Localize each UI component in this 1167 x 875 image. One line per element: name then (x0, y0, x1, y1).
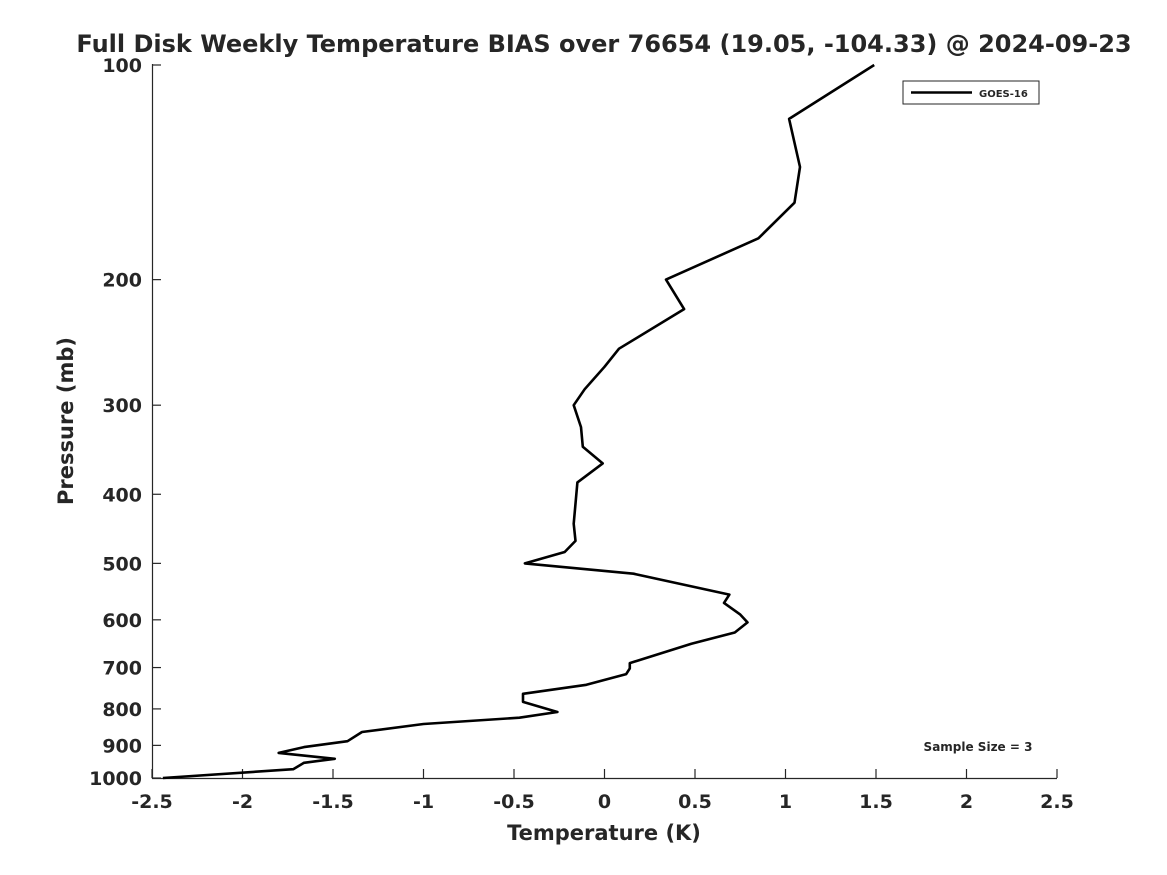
y-tick-label: 500 (102, 553, 142, 575)
y-tick-label: 700 (102, 658, 142, 680)
y-axis-label: Pressure (mb) (54, 337, 78, 505)
x-tick-label: 0.5 (678, 791, 712, 813)
x-ticks: -2.5 -2 -1.5 -1 -0.5 0 0.5 1 1.5 2 2.5 (131, 769, 1074, 813)
y-tick-label: 300 (102, 395, 142, 417)
x-tick-label: -2.5 (131, 791, 173, 813)
x-tick-label: 1.5 (859, 791, 893, 813)
x-tick-label: 0 (598, 791, 611, 813)
x-tick-label: 2 (960, 791, 973, 813)
x-tick-label: 2.5 (1040, 791, 1074, 813)
plot-area (151, 64, 1057, 780)
y-tick-label: 200 (102, 270, 142, 292)
legend-label-goes-16: GOES-16 (979, 89, 1028, 100)
series-layer (162, 63, 875, 780)
x-axis-label: Temperature (K) (507, 821, 701, 845)
y-tick-label: 600 (102, 610, 142, 632)
series-line-goes-16 (162, 63, 875, 780)
y-tick-label: 900 (102, 735, 142, 757)
x-tick-label: -0.5 (493, 791, 535, 813)
x-tick-label: 1 (779, 791, 792, 813)
chart-title: Full Disk Weekly Temperature BIAS over 7… (76, 30, 1131, 58)
y-tick-label: 800 (102, 699, 142, 721)
y-tick-label: 400 (102, 484, 142, 506)
y-tick-label: 100 (102, 55, 142, 77)
y-ticks: 100 200 300 400 500 600 700 800 900 1000 (89, 55, 161, 790)
x-tick-label: -1 (413, 791, 434, 813)
x-tick-label: -2 (232, 791, 253, 813)
legend: GOES-16 (902, 80, 1040, 105)
sample-size-annotation: Sample Size = 3 (924, 740, 1033, 754)
y-tick-label: 1000 (89, 768, 142, 790)
x-tick-label: -1.5 (312, 791, 354, 813)
